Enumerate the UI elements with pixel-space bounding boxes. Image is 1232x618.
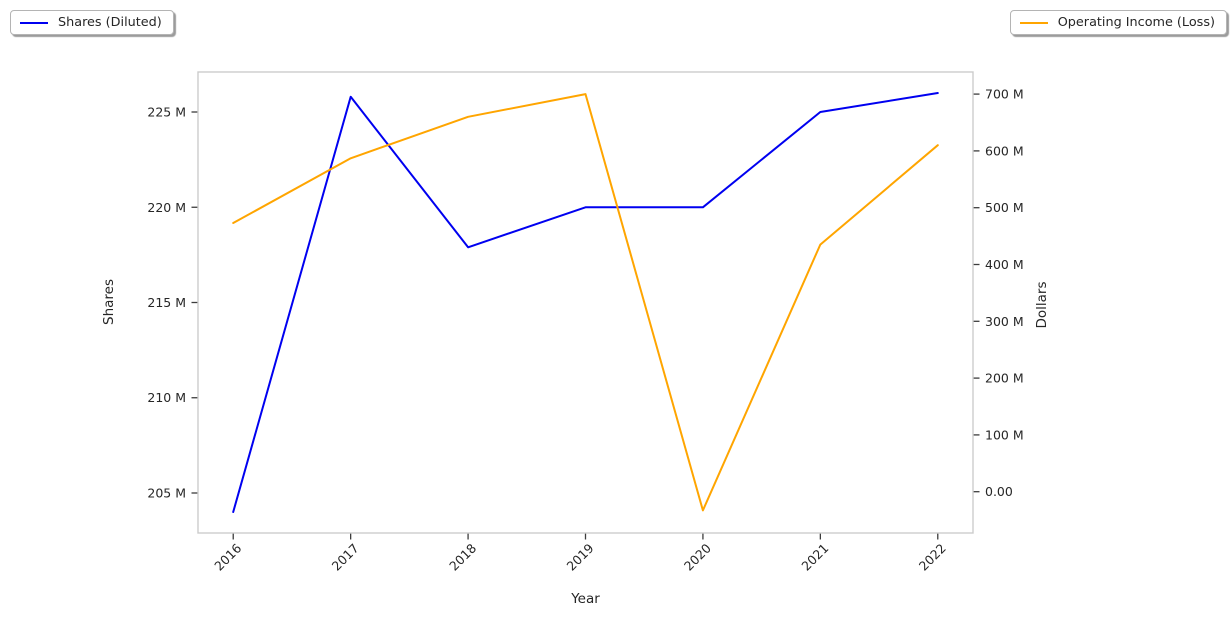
- y-left-axis-title: Shares: [101, 279, 117, 325]
- y-left-tick-label: 220 M: [147, 200, 186, 215]
- x-axis: 2016 2017 2018 2019 2020 2021 2022: [211, 533, 949, 574]
- y-right-tick-label: 700 M: [985, 87, 1024, 102]
- x-tick-label: 2016: [211, 540, 244, 573]
- y-right-tick-label: 400 M: [985, 257, 1024, 272]
- y-right-tick-label: 600 M: [985, 143, 1024, 158]
- legend-operating-income-label: Operating Income (Loss): [1057, 15, 1215, 30]
- y-right-tick-label: 300 M: [985, 314, 1024, 329]
- y-left-tick-label: 210 M: [147, 390, 186, 405]
- x-tick-label: 2019: [564, 540, 597, 573]
- x-tick-label: 2021: [798, 541, 831, 574]
- y-right-tick-label: 100 M: [985, 427, 1024, 442]
- y-right-tick-label: 500 M: [985, 200, 1024, 215]
- plot-border: [197, 71, 974, 534]
- legend-operating-income: Operating Income (Loss): [1009, 10, 1227, 35]
- legend-shares-label: Shares (Diluted): [58, 15, 162, 30]
- legend-shares: Shares (Diluted): [10, 10, 174, 35]
- y-left-tick-label: 225 M: [147, 105, 186, 120]
- y-left-tick-label: 205 M: [147, 485, 186, 500]
- y-left-tick-label: 215 M: [147, 295, 186, 310]
- operating-income-line-swatch: [1019, 21, 1048, 24]
- x-tick-label: 2022: [916, 541, 949, 574]
- y-right-tick-label: 200 M: [985, 371, 1024, 386]
- x-axis-title: Year: [570, 591, 600, 607]
- shares-line: [232, 92, 939, 513]
- x-tick-label: 2017: [329, 541, 362, 574]
- x-tick-label: 2018: [446, 540, 479, 573]
- operating-income-line: [232, 93, 939, 512]
- y-right-tick-label: 0.00: [985, 484, 1013, 499]
- y-axis-left: 225 M 220 M 215 M 210 M 205 M: [147, 105, 198, 500]
- y-axis-right: 700 M 600 M 500 M 400 M 300 M 200 M 100 M 0.00: [973, 87, 1024, 499]
- y-right-axis-title: Dollars: [1034, 281, 1050, 328]
- shares-line-swatch: [20, 21, 48, 24]
- x-tick-label: 2020: [681, 540, 714, 573]
